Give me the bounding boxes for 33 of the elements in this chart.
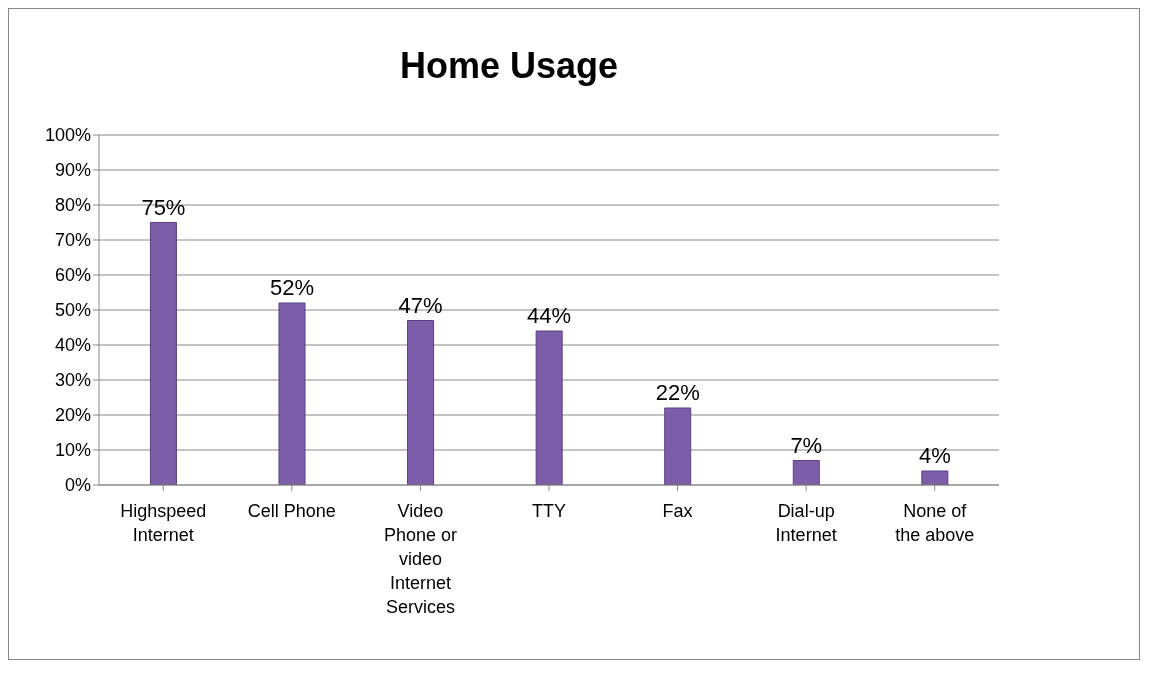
data-label: 4% bbox=[918, 443, 951, 468]
data-label: 7% bbox=[790, 432, 823, 458]
data-label: 22% bbox=[655, 380, 700, 405]
y-tick-label: 0% bbox=[64, 475, 91, 496]
bar bbox=[407, 320, 435, 485]
bar bbox=[664, 407, 692, 485]
y-tick-label: 50% bbox=[54, 300, 91, 321]
y-tick-label: 60% bbox=[54, 265, 91, 286]
bar bbox=[792, 460, 820, 485]
y-tick-label: 40% bbox=[54, 335, 91, 356]
y-tick-label: 30% bbox=[54, 370, 91, 391]
y-tick-label: 10% bbox=[54, 440, 91, 461]
data-label: 52% bbox=[269, 275, 315, 300]
y-tick-label: 20% bbox=[54, 405, 91, 426]
x-tick-label: Video Phone or video Internet Services bbox=[383, 501, 457, 617]
data-label: 44% bbox=[527, 303, 572, 328]
y-tick-label: 80% bbox=[54, 195, 91, 216]
bar bbox=[149, 222, 177, 485]
x-tick-label: None of the above bbox=[895, 501, 975, 545]
chart-title: Home Usage bbox=[398, 44, 620, 88]
bar bbox=[921, 470, 949, 485]
x-tick-label: Dial-up Internet bbox=[775, 501, 837, 545]
data-label: 75% bbox=[141, 194, 186, 220]
y-tick-label: 90% bbox=[54, 160, 91, 181]
x-tick-label: Highspeed Internet bbox=[120, 501, 207, 545]
y-tick-label: 100% bbox=[44, 125, 91, 146]
x-tick-label: Fax bbox=[662, 501, 693, 521]
x-tick-label: TTY bbox=[532, 501, 566, 521]
bar bbox=[535, 330, 563, 485]
x-tick-label: Cell Phone bbox=[247, 501, 336, 521]
y-tick-label: 70% bbox=[54, 230, 91, 251]
bar bbox=[278, 302, 306, 485]
data-label: 47% bbox=[398, 292, 443, 318]
